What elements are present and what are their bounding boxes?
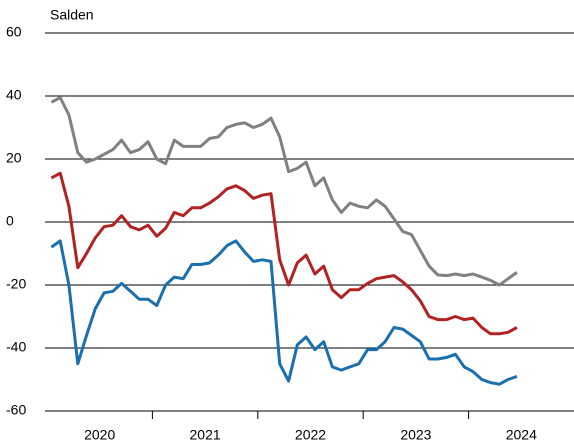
x-tick-label: 2023 [400, 427, 431, 443]
x-tick-label: 2022 [295, 427, 326, 443]
x-tick-label: 2021 [190, 427, 221, 443]
y-tick-label: 0 [6, 213, 14, 229]
x-tick-label: 2024 [506, 427, 537, 443]
line [50, 171, 518, 336]
line [50, 96, 518, 287]
x-tick-label: 2020 [84, 427, 115, 443]
y-tick-label: 60 [6, 24, 22, 40]
y-tick-label: 40 [6, 87, 22, 103]
y-axis-label: Salden [50, 7, 94, 23]
y-tick-label: 20 [6, 150, 22, 166]
y-tick-label: -20 [6, 276, 26, 292]
y-tick-label: -60 [6, 402, 26, 418]
line [50, 239, 518, 386]
y-tick-label: -40 [6, 339, 26, 355]
